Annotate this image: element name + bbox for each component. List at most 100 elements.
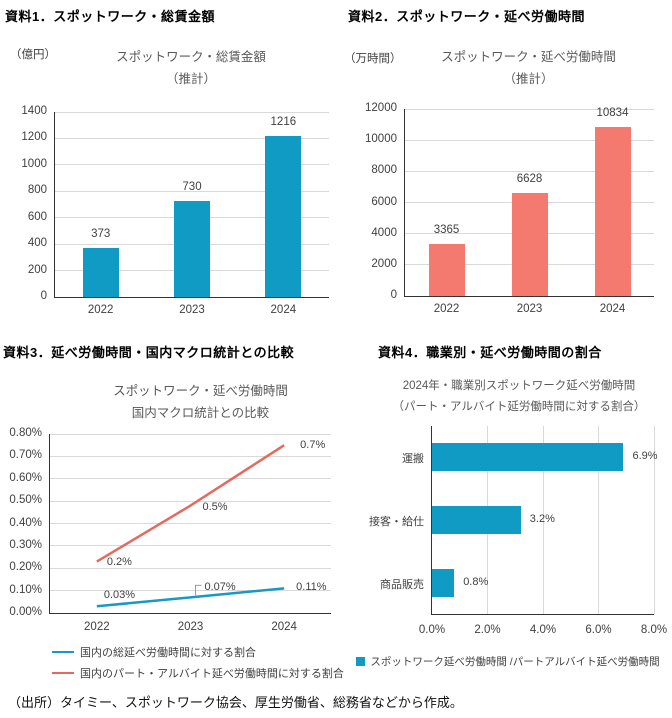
x-axis-tick-label: 2.0% [474, 624, 501, 636]
bar-value-label: 3.2% [529, 513, 555, 525]
bar-商品販売 [432, 568, 455, 597]
bar-value-label: 6628 [516, 172, 543, 185]
x-axis-tick-label: 4.0% [529, 624, 557, 636]
gridline [55, 164, 329, 166]
bar-value-label: 0.8% [463, 575, 489, 588]
gridline [405, 139, 654, 141]
legend-line-swatch-red [52, 671, 74, 675]
gridline [50, 590, 331, 592]
data-label: 0.5% [202, 500, 228, 513]
section-macro-comparison: 資料3．延べ労働時間・国内マクロ統計との比較 スポットワーク・延べ労働時間 国内… [0, 336, 344, 692]
y-axis-tick-label: 0.20% [9, 561, 42, 574]
section-hours-by-occupation-heading: 資料4．職業別・延べ労働時間の割合 [378, 345, 602, 360]
macro-chart-legend: 国内の総延べ労働時間に対する割合 国内のパート・アルバイト延べ労働時間に対する割… [52, 644, 344, 686]
hours-y-axis-unit-label: （万時間） [344, 53, 402, 65]
x-axis-tick-label: 8.0% [640, 624, 668, 636]
wages-chart-title-line2: （推計） [165, 72, 216, 86]
gridline [405, 108, 654, 110]
macro-line-plot: 0.00% 0.10% 0.20% 0.30% 0.40% 0.50% 0.60% 0.70%… [9, 427, 331, 633]
y-axis-tick-label: 600 [27, 210, 47, 223]
y-axis-tick-label: 0.70% [9, 449, 42, 462]
legend-label-parttime-hours-ratio: 国内のパート・アルバイト延べ労働時間に対する割合 [80, 668, 344, 680]
bar-value-label: 373 [91, 227, 111, 240]
macro-chart-title: スポットワーク・延べ労働時間 国内マクロ統計との比較 [60, 380, 341, 424]
y-axis-tick-label: 6000 [371, 195, 397, 208]
gridline [50, 455, 331, 457]
bar-接客・給仕 [432, 506, 521, 534]
gridline [55, 111, 329, 113]
legend-line-swatch-blue [52, 650, 74, 654]
y-axis-tick-label: 12000 [365, 102, 397, 114]
section-macro-comparison-heading: 資料3．延べ労働時間・国内マクロ統計との比較 [3, 345, 295, 360]
occupation-chart-legend: スポットワーク延べ労働時間 /パートアルバイト延べ労働時間 [350, 654, 666, 669]
gridline [653, 426, 655, 614]
data-label: 0.7% [300, 439, 326, 452]
gridline [50, 500, 331, 502]
category-label: 商品販売 [380, 578, 424, 591]
macro-chart-title-line1: スポットワーク・延べ労働時間 [113, 384, 288, 398]
x-axis-tick-label: 0.0% [418, 624, 446, 636]
legend-label-total-hours-ratio: 国内の総延べ労働時間に対する割合 [80, 647, 256, 659]
legend-label-occupation: スポットワーク延べ労働時間 /パートアルバイト延べ労働時間 [370, 656, 660, 668]
section-hours-by-occupation: 資料4．職業別・延べ労働時間の割合 2024年・職業別スポットワーク延べ労働時間… [336, 336, 672, 692]
y-axis-tick-label: 2000 [371, 257, 397, 270]
y-axis-tick-label: 0 [40, 290, 47, 302]
gridline [405, 170, 654, 172]
gridline [50, 567, 331, 569]
category-label: 接客・給仕 [369, 516, 424, 528]
wages-y-axis-unit-label: （億円） [10, 49, 56, 61]
bar-2024 [265, 136, 302, 297]
section-total-hours-heading: 資料2．スポットワーク・延べ労働時間 [348, 9, 585, 24]
data-label-leader-line [195, 584, 202, 596]
x-axis-tick-label: 2023 [179, 304, 205, 316]
y-axis-tick-label: 0.00% [9, 606, 42, 618]
hours-bar-plot: 0 2000 4000 6000 8000 10000 12000 3365 2022 6628 2… [365, 102, 654, 315]
data-label: 0.11% [296, 581, 327, 594]
legend-square-swatch-teal [356, 657, 366, 666]
bar-2023 [511, 192, 548, 296]
x-axis-tick-label: 2024 [599, 303, 626, 315]
y-axis-tick-label: 0.60% [9, 471, 42, 484]
y-axis-tick-label: 8000 [371, 164, 397, 177]
bar-value-label: 730 [182, 180, 202, 193]
gridline [598, 426, 599, 614]
y-axis-tick-label: 1200 [21, 131, 47, 144]
hours-chart-title-line2: （推計） [503, 72, 554, 86]
occupation-chart-title-line1: 2024年・職業別スポットワーク延べ労働時間 [402, 380, 636, 392]
bar-value-label: 6.9% [632, 450, 658, 463]
occupation-hbar-plot: 0.0% 2.0% 4.0% 6.0% 8.0% 6.9% 運搬 3.2% 接客・給仕 0.8% 商… [369, 426, 667, 636]
y-axis-tick-label: 10000 [365, 133, 397, 146]
data-label: 0.03% [103, 589, 136, 602]
x-axis-tick-label: 2024 [271, 621, 297, 633]
gridline [50, 433, 331, 435]
wages-chart-title: スポットワーク・総賃金額 （推計） [54, 46, 328, 90]
bar-2022 [428, 243, 465, 296]
x-axis-tick-label: 2023 [516, 303, 543, 315]
bar-2024 [594, 127, 631, 296]
bar-value-label: 3365 [433, 223, 460, 236]
bar-運搬 [432, 443, 624, 472]
y-axis-tick-label: 400 [27, 237, 47, 250]
y-axis-tick-label: 1000 [21, 157, 47, 170]
y-axis-tick-label: 0.10% [9, 583, 42, 596]
x-axis-tick-label: 2024 [270, 304, 297, 316]
y-axis-tick-label: 0.40% [9, 516, 42, 529]
bar-value-label: 10834 [596, 107, 629, 120]
x-axis-tick-label: 2022 [433, 303, 460, 315]
x-axis-tick-label: 2022 [87, 304, 114, 316]
wages-bar-plot: 0 200 400 600 800 1000 1200 1400 373 2022 730 2023 1… [21, 105, 329, 316]
x-axis-tick-label: 2023 [177, 621, 204, 633]
gridline [50, 523, 331, 524]
occupation-chart-title: 2024年・職業別スポットワーク延べ労働時間 （パート・アルバイト延労働時間に対… [376, 376, 662, 418]
source-note: （出所）タイミー、スポットワーク協会、厚生労働省、総務省などから作成。 [8, 695, 463, 710]
x-axis-tick-label: 6.0% [585, 624, 612, 636]
macro-chart-title-line2: 国内マクロ統計との比較 [131, 406, 270, 420]
y-axis-tick-label: 0.80% [9, 427, 42, 439]
gridline [55, 190, 329, 192]
y-axis-tick-label: 200 [27, 263, 47, 276]
bar-2023 [174, 200, 210, 297]
y-axis-tick-label: 0 [390, 289, 397, 301]
y-axis-tick-label: 800 [27, 184, 47, 197]
line-series-1 [96, 444, 285, 563]
